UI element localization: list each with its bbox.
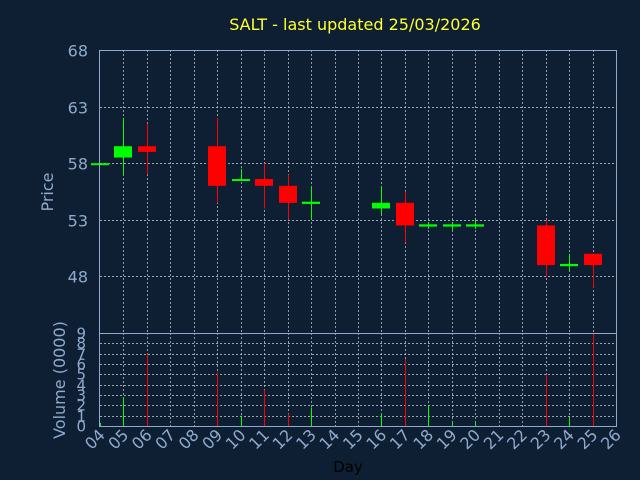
price-tick-label: 63 [68, 99, 88, 118]
candles [91, 117, 602, 288]
candle-body [372, 202, 390, 209]
candle-body [279, 185, 297, 203]
candle-body [114, 146, 132, 158]
x-tick-label: 26 [597, 425, 625, 453]
volume-tick-label: 4 [76, 377, 86, 395]
volume-tick-label: 8 [76, 335, 86, 353]
volume-tick-label: 2 [76, 397, 86, 415]
candle-body [302, 201, 320, 204]
volume-bars [100, 333, 594, 426]
volume-tick-label: 3 [76, 387, 86, 405]
candle-body [443, 224, 461, 227]
volume-tick-label: 7 [76, 346, 86, 364]
volume-panel-frame [99, 333, 617, 427]
candle-body [138, 146, 156, 152]
price-tick-label: 48 [68, 268, 88, 287]
x-axis-label: Day [333, 458, 363, 476]
price-grid [100, 50, 616, 333]
price-axis-label: Price [38, 172, 57, 211]
candle-body [466, 224, 484, 227]
volume-tick-label: 5 [76, 366, 86, 384]
candle-body [537, 225, 555, 266]
price-tick-label: 68 [68, 42, 88, 61]
candle-body [232, 179, 250, 182]
volume-tick-label: 6 [76, 356, 86, 374]
candle-body [584, 253, 602, 266]
candle-body [419, 224, 437, 227]
x-tick-labels: 0405060708091011121314151617181920212223… [81, 425, 625, 453]
price-panel-frame [99, 50, 617, 334]
volume-tick-label: 9 [76, 325, 86, 343]
candle-body [255, 179, 273, 186]
volume-tick-label: 0 [76, 418, 86, 436]
candle-body [560, 263, 578, 267]
chart-title: SALT - last updated 25/03/2026 [229, 15, 481, 34]
price-tick-label: 53 [68, 212, 88, 231]
price-tick-label: 58 [68, 155, 88, 174]
volume-tick-label: 1 [76, 408, 86, 426]
volume-axis-label: Volume (0000) [50, 321, 69, 439]
candle-body [396, 202, 414, 226]
volume-grid [100, 333, 616, 426]
candle-body [208, 146, 226, 186]
price-tick-labels: 48 53 58 63 68 [68, 42, 88, 287]
